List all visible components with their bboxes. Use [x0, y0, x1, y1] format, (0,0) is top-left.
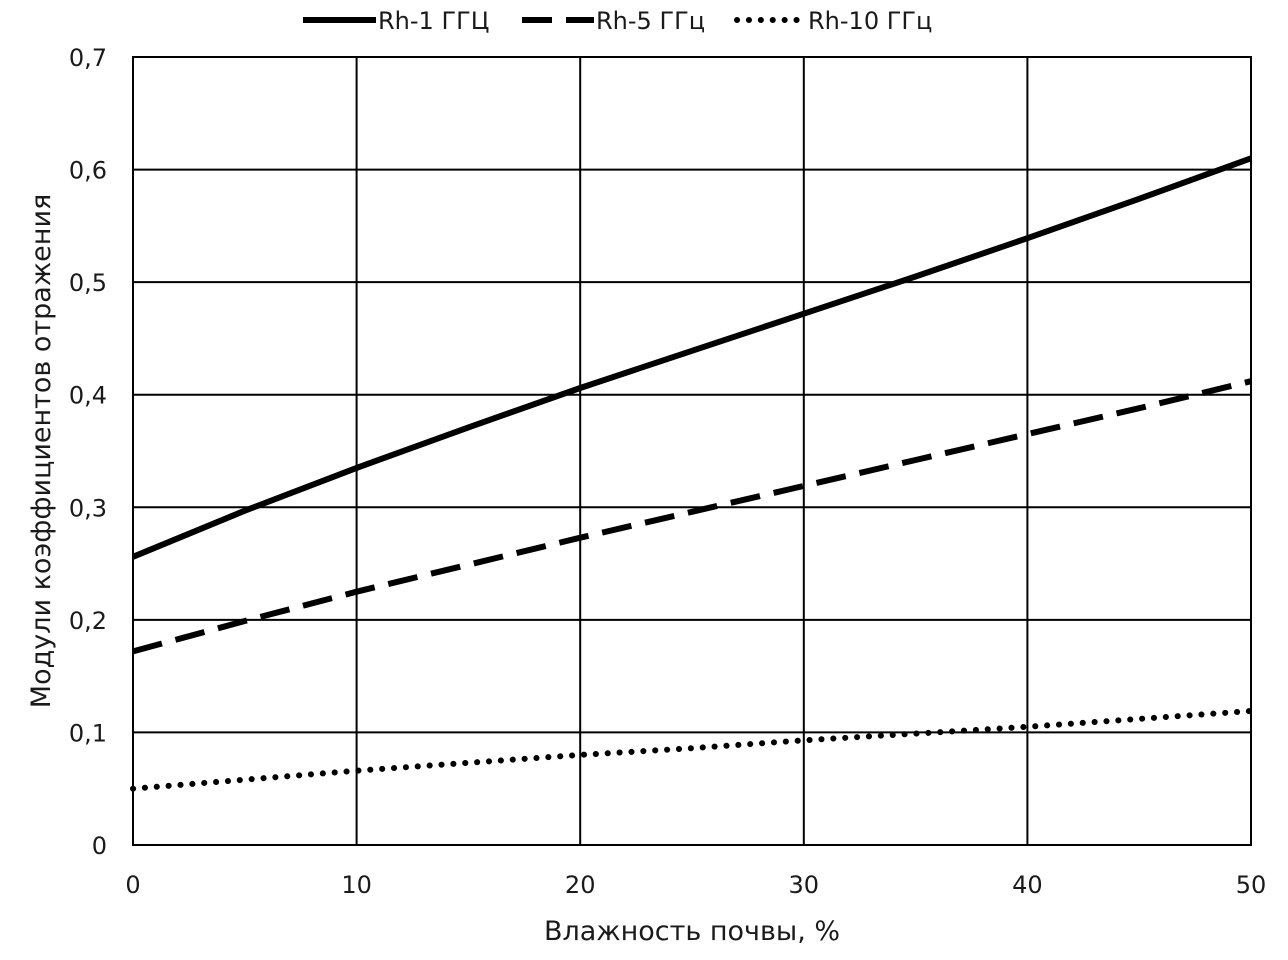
legend-label: Rh-1 ГГЦ [378, 7, 489, 35]
x-axis-title: Влажность почвы, % [544, 916, 840, 947]
plot-area [132, 56, 1252, 846]
series-line-1 [131, 155, 1253, 560]
legend: Rh-1 ГГЦ Rh-5 ГГц Rh-10 ГГц [303, 7, 932, 35]
x-tick-label: 0 [125, 871, 140, 899]
series-lines [130, 155, 1254, 792]
y-tick-label: 0,3 [69, 494, 107, 522]
legend-label: Rh-10 ГГц [808, 7, 932, 35]
y-tick-label: 0,2 [69, 607, 107, 635]
y-tick-label: 0,5 [69, 269, 107, 297]
x-tick-label: 20 [565, 871, 596, 899]
x-tick-label: 30 [789, 871, 820, 899]
x-tick-label: 50 [1236, 871, 1267, 899]
grid-lines [132, 56, 1252, 846]
legend-label: Rh-5 ГГц [596, 7, 705, 35]
y-tick-label: 0,7 [69, 44, 107, 72]
series-line-2 [132, 378, 1252, 655]
y-tick-label: 0,4 [69, 382, 107, 410]
x-tick-label: 40 [1012, 871, 1043, 899]
x-tick-label: 10 [341, 871, 372, 899]
plot-border [132, 56, 1252, 846]
y-tick-label: 0 [92, 832, 107, 860]
y-tick-label: 0,6 [69, 157, 107, 185]
series-line-3 [130, 708, 1254, 792]
y-axis-title: Модули коэффициентов отражения [26, 194, 57, 708]
tick-labels: 0 10 20 30 40 50 0 0,1 0,2 0,3 0,4 0,5 0,6 0,7 [69, 44, 1266, 899]
y-tick-label: 0,1 [69, 719, 107, 747]
